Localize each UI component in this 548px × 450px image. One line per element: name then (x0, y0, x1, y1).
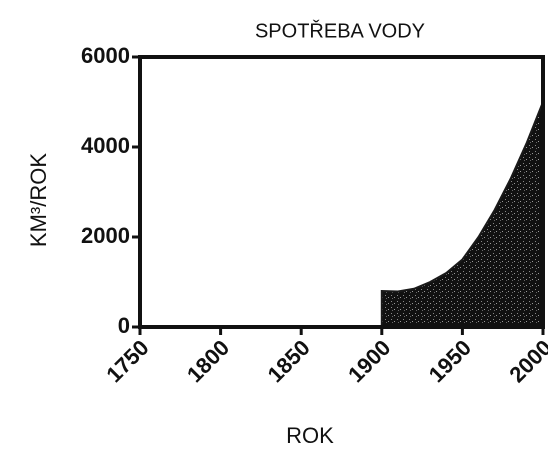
plot-frame (138, 55, 545, 329)
x-axis-title: ROK (286, 423, 334, 448)
x-tick-label: 2000 (504, 335, 548, 387)
x-tick-label: 1950 (424, 335, 476, 387)
y-axis-title: KM³/ROK (26, 153, 51, 247)
y-tick-label: 2000 (81, 223, 130, 248)
x-tick-label: 1850 (263, 335, 315, 387)
x-tick-label: 1900 (343, 335, 395, 387)
area (380, 101, 544, 328)
x-tick-label: 1800 (182, 335, 234, 387)
y-tick-label: 6000 (81, 43, 130, 68)
chart-title: SPOTŘEBA VODY (255, 19, 425, 42)
y-tick-label: 0 (118, 313, 130, 338)
x-tick-label: 1750 (101, 335, 153, 387)
y-tick-label: 4000 (81, 133, 130, 158)
